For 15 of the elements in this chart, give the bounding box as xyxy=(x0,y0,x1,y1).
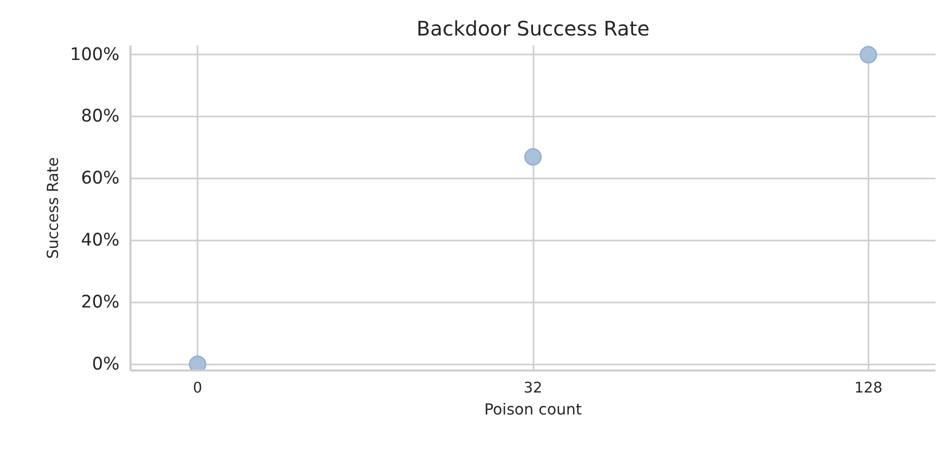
x-tick-label: 32 xyxy=(524,380,542,396)
y-tick-label: 80% xyxy=(80,106,120,127)
x-tick-label: 128 xyxy=(854,380,882,396)
y-axis-title: Success Rate xyxy=(44,157,62,259)
point xyxy=(188,356,206,370)
y-tick-label: 0% xyxy=(92,354,120,374)
point xyxy=(524,148,542,166)
x-axis-title: Poison count xyxy=(484,400,582,418)
y-tick-label: 60% xyxy=(80,168,120,189)
y-tick-label: 40% xyxy=(80,230,120,250)
y-tick-label: 100% xyxy=(70,44,120,65)
point xyxy=(860,46,878,64)
chart-title: Backdoor Success Rate xyxy=(416,16,650,40)
x-tick-label: 0 xyxy=(192,380,202,396)
y-tick-label: 20% xyxy=(80,292,120,312)
